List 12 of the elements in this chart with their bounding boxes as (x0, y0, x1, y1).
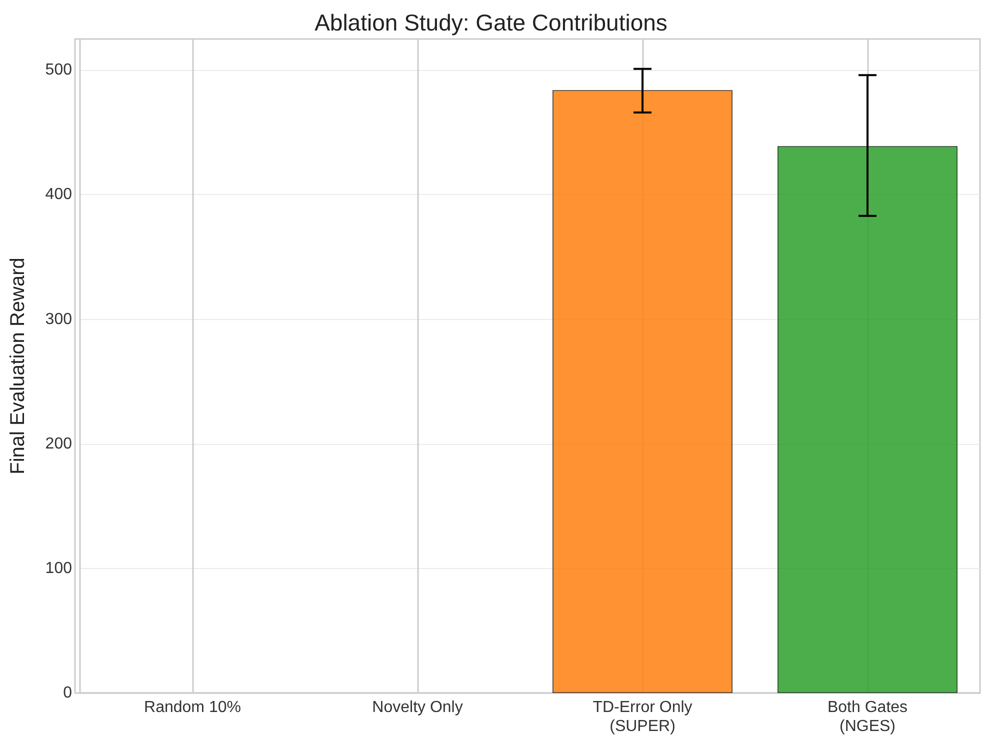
x-tick-label: TD-Error Only (SUPER) (592, 699, 692, 735)
y-tick-label: 500 (45, 62, 72, 79)
y-tick-label: 300 (45, 310, 72, 328)
y-axis-title: Final Evaluation Reward (7, 258, 29, 474)
y-tick-label: 0 (63, 684, 72, 702)
x-tick-label: Novelty Only (372, 699, 463, 716)
x-tick-label: Both Gates (NGES) (827, 699, 908, 735)
y-tick-label: 400 (45, 186, 72, 204)
chart-title: Ablation Study: Gate Contributions (314, 10, 668, 36)
x-tick-label: Random 10% (144, 699, 241, 716)
y-tick-label: 200 (45, 435, 72, 452)
y-tick-label: 100 (45, 560, 72, 577)
